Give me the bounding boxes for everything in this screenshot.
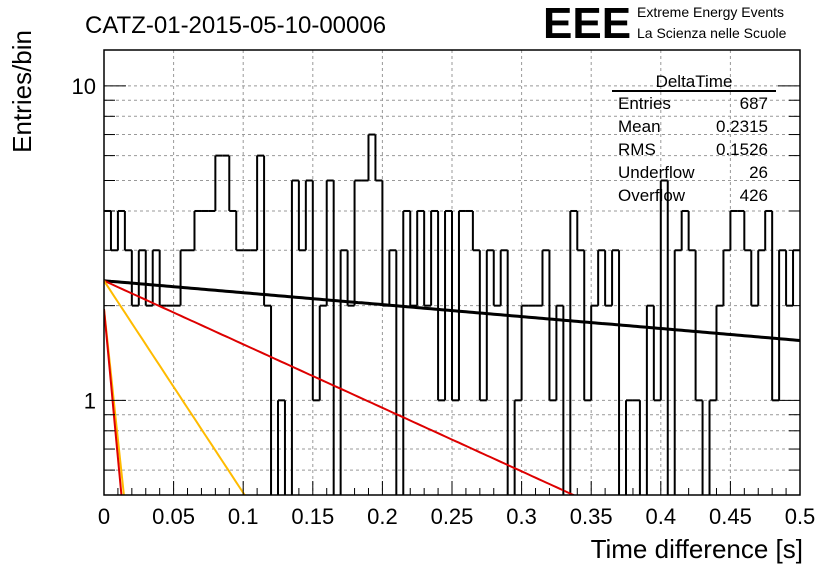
- fit-curve: [104, 279, 576, 495]
- x-tick-label: 0.3: [506, 504, 537, 529]
- stats-title: DeltaTime: [656, 72, 733, 91]
- stats-value: 0.2315: [716, 117, 768, 136]
- x-tick-label: 0.2: [367, 504, 398, 529]
- stats-value: 426: [740, 186, 768, 205]
- eee-logo-line2: La Scienza nelle Scuole: [637, 25, 787, 41]
- stats-label: Mean: [618, 117, 661, 136]
- fit-curve: [104, 280, 246, 495]
- fit-curve: [104, 279, 800, 342]
- x-tick-label: 0.25: [431, 504, 474, 529]
- x-tick-label: 0: [98, 504, 110, 529]
- stats-label: RMS: [618, 140, 656, 159]
- eee-logo-mark: EEE: [543, 0, 631, 48]
- x-tick-label: 0.05: [152, 504, 195, 529]
- tick-labels: 0 0.05 0.1 0.15 0.2 0.25 0.3 0.35 0.4 0.45 0.5 1 10: [72, 74, 816, 529]
- stats-box: DeltaTime Entries 687 Mean 0.2315 RMS 0.…: [612, 72, 776, 205]
- y-tick-label: 1: [84, 388, 96, 413]
- x-axis-label: Time difference [s]: [591, 534, 803, 564]
- x-tick-label: 0.45: [709, 504, 752, 529]
- chart-title: CATZ-01-2015-05-10-00006: [85, 12, 386, 39]
- stats-label: Underflow: [618, 163, 695, 182]
- stats-label: Entries: [618, 94, 671, 113]
- x-tick-label: 0.35: [570, 504, 613, 529]
- x-tick-label: 0.1: [228, 504, 259, 529]
- x-tick-label: 0.5: [785, 504, 816, 529]
- stats-value: 0.1526: [716, 140, 768, 159]
- x-tick-label: 0.4: [646, 504, 677, 529]
- y-axis-label: Entries/bin: [7, 30, 37, 153]
- histogram: [104, 133, 800, 495]
- x-tick-label: 0.15: [291, 504, 334, 529]
- eee-logo-line1: Extreme Energy Events: [637, 4, 784, 20]
- y-tick-label: 10: [72, 74, 96, 99]
- stats-value: 687: [740, 94, 768, 113]
- eee-logo: EEE Extreme Energy Events La Scienza nel…: [543, 0, 787, 48]
- axis-ticks: [103, 85, 801, 496]
- stats-label: Overflow: [618, 186, 686, 205]
- stats-value: 26: [749, 163, 768, 182]
